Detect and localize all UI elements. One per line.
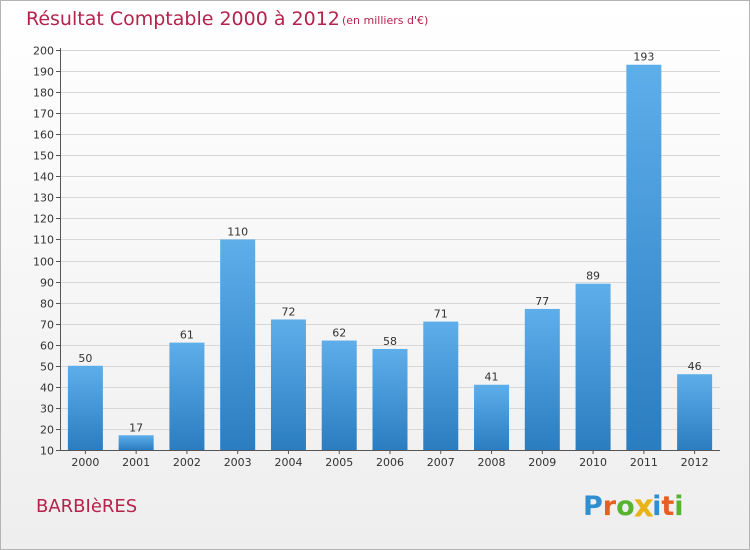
bars xyxy=(67,64,713,450)
y-tick-label: 80 xyxy=(40,298,54,311)
bar-2003 xyxy=(220,239,256,450)
bar-2001 xyxy=(118,435,154,450)
logo-letter: o xyxy=(616,491,635,522)
y-tick-label: 30 xyxy=(40,403,54,416)
x-tick-label: 2001 xyxy=(122,456,150,469)
y-tick-label: 130 xyxy=(33,192,54,205)
data-label-2000: 50 xyxy=(78,352,92,365)
x-axis-ticks: 2000 2001 2002 2003 2004 2005 2006 2007 2008 2009… xyxy=(71,450,709,469)
y-tick-label: 40 xyxy=(40,382,54,395)
data-labels: 50 17 61 110 72 62 58 71 41 77 89 193 46 xyxy=(78,51,701,435)
y-tick-label: 50 xyxy=(40,361,54,374)
y-tick-label: 180 xyxy=(33,87,54,100)
bar-2011 xyxy=(626,64,662,450)
commune-name: BARBIèRES xyxy=(36,496,138,517)
data-label-2004: 72 xyxy=(281,305,295,318)
data-label-2012: 46 xyxy=(688,360,702,373)
data-label-2008: 41 xyxy=(485,371,499,384)
y-tick-label: 100 xyxy=(33,256,54,269)
proxiti-logo: Proxiti xyxy=(583,488,684,525)
x-tick-label: 2002 xyxy=(173,456,201,469)
bar-2007 xyxy=(423,321,459,450)
bar-2006 xyxy=(372,348,408,450)
y-tick-label: 150 xyxy=(33,150,54,163)
y-tick-label: 60 xyxy=(40,340,54,353)
x-tick-label: 2010 xyxy=(579,456,607,469)
logo-letter: i xyxy=(652,491,662,522)
x-tick-label: 2000 xyxy=(71,456,99,469)
bar-2008 xyxy=(474,384,510,450)
y-tick-label: 10 xyxy=(40,445,54,458)
data-label-2011: 193 xyxy=(633,51,654,64)
x-tick-label: 2005 xyxy=(325,456,353,469)
y-tick-label: 170 xyxy=(33,108,54,121)
data-label-2001: 17 xyxy=(129,421,143,434)
bar-2000 xyxy=(67,365,103,450)
y-axis-ticks: 10 20 30 40 50 60 70 80 90 100 110 120 130 140 150 160 1… xyxy=(33,45,60,458)
data-label-2007: 71 xyxy=(434,308,448,321)
y-tick-label: 120 xyxy=(33,213,54,226)
chart-title: Résultat Comptable 2000 à 2012 xyxy=(26,8,340,30)
logo-letter: x xyxy=(633,488,654,525)
y-tick-label: 140 xyxy=(33,171,54,184)
data-label-2002: 61 xyxy=(180,329,194,342)
x-tick-label: 2007 xyxy=(427,456,455,469)
x-tick-label: 2009 xyxy=(528,456,556,469)
chart-subtitle: (en milliers d'€) xyxy=(342,14,429,27)
x-tick-label: 2011 xyxy=(630,456,658,469)
data-label-2003: 110 xyxy=(227,225,248,238)
y-tick-label: 190 xyxy=(33,66,54,79)
x-tick-label: 2003 xyxy=(224,456,252,469)
y-tick-label: 200 xyxy=(33,45,54,58)
y-tick-label: 20 xyxy=(40,424,54,437)
y-tick-label: 110 xyxy=(33,234,54,247)
data-label-2006: 58 xyxy=(383,335,397,348)
logo-letter: i xyxy=(674,491,684,522)
logo-letter: t xyxy=(661,491,675,522)
x-tick-label: 2006 xyxy=(376,456,404,469)
y-tick-label: 160 xyxy=(33,129,54,142)
bar-2009 xyxy=(524,308,560,450)
data-label-2009: 77 xyxy=(535,295,549,308)
y-tick-label: 90 xyxy=(40,277,54,290)
data-label-2010: 89 xyxy=(586,270,600,283)
logo-letter: r xyxy=(602,491,617,522)
x-tick-label: 2004 xyxy=(274,456,302,469)
x-tick-label: 2008 xyxy=(478,456,506,469)
data-label-2005: 62 xyxy=(332,327,346,340)
bar-2002 xyxy=(169,342,205,450)
bar-2012 xyxy=(677,374,713,450)
y-tick-label: 70 xyxy=(40,319,54,332)
logo-letter: P xyxy=(583,491,603,522)
bar-2010 xyxy=(575,283,611,450)
x-tick-label: 2012 xyxy=(681,456,709,469)
axes xyxy=(60,48,720,451)
bar-2005 xyxy=(321,340,357,450)
bar-2004 xyxy=(270,319,306,450)
